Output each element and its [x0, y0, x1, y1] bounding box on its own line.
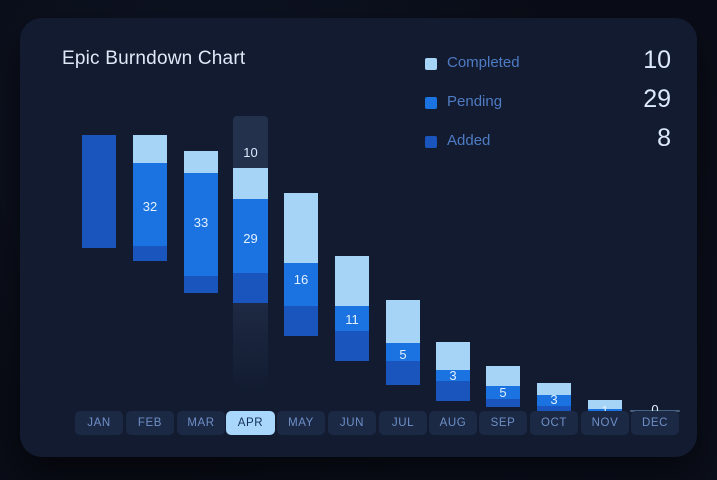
- bar-value-label: 33: [193, 215, 209, 230]
- bar-value-label: 29: [243, 231, 258, 246]
- month-pill-jul[interactable]: JUL: [379, 411, 427, 435]
- legend-item-value: 8: [657, 124, 671, 152]
- month-pill-sep[interactable]: SEP: [479, 411, 527, 435]
- bar-segment-added[interactable]: [284, 306, 318, 336]
- month-pill-feb[interactable]: FEB: [126, 411, 174, 435]
- square-swatch-icon: [425, 97, 437, 109]
- chart-plot-area: 323310291611535310: [42, 98, 680, 417]
- month-pill-mar[interactable]: MAR: [177, 411, 225, 435]
- bar-column-mar[interactable]: 33: [184, 98, 218, 383]
- bar-segment-completed[interactable]: [588, 400, 622, 409]
- bar-value-label: 5: [399, 347, 407, 362]
- bar-segment-added[interactable]: [436, 381, 470, 401]
- bar-top-label: 10: [243, 145, 258, 160]
- month-pill-may[interactable]: MAY: [277, 411, 325, 435]
- legend-item-value: 29: [643, 85, 671, 113]
- bar-segment-completed[interactable]: [537, 383, 571, 395]
- month-pill-oct[interactable]: OCT: [530, 411, 578, 435]
- page-title: Epic Burndown Chart: [62, 48, 246, 69]
- burndown-chart-card: Epic Burndown Chart Completed 10 Pending 29…: [20, 18, 697, 457]
- legend-item-value: 10: [643, 46, 671, 74]
- bar-column-jul[interactable]: 5: [386, 98, 420, 385]
- bar-segment-added[interactable]: [486, 399, 520, 407]
- bar-column-apr[interactable]: 10 29: [233, 98, 268, 391]
- bar-value-label: 16: [293, 272, 309, 287]
- month-pill-nov[interactable]: NOV: [581, 411, 629, 435]
- bar-value-label: 11: [345, 312, 359, 327]
- bar-segment-added[interactable]: [133, 246, 167, 261]
- bar-column-jun[interactable]: 11: [335, 98, 369, 383]
- chart-legend: Completed 10 Pending 29 Added 8: [425, 46, 675, 163]
- legend-item-label: Completed: [447, 54, 520, 71]
- legend-item-label: Added: [447, 132, 491, 149]
- bar-column-sep[interactable]: 5: [486, 98, 520, 407]
- bar-segment-pending[interactable]: [436, 370, 470, 381]
- month-selector[interactable]: JAN FEB MAR APR MAY JUN JUL AUG SEP OCT NOV DEC: [42, 411, 679, 435]
- month-pill-dec[interactable]: DEC: [631, 411, 679, 435]
- bar-segment-pending[interactable]: [133, 163, 167, 246]
- bar-column-jan[interactable]: [82, 98, 116, 383]
- bar-segment-added[interactable]: [233, 273, 268, 303]
- bar-column-dec[interactable]: 0: [630, 98, 680, 416]
- legend-item-completed[interactable]: Completed 10: [425, 46, 675, 85]
- square-swatch-icon: [425, 58, 437, 70]
- bar-segment-pending[interactable]: [335, 306, 369, 331]
- bar-value-label: 1: [588, 404, 622, 417]
- bar-segment-completed[interactable]: [335, 256, 369, 306]
- legend-item-pending[interactable]: Pending 29: [425, 85, 675, 124]
- bar-value-label: 3: [550, 392, 558, 407]
- bar-column-oct[interactable]: 3: [537, 98, 571, 411]
- month-pill-jun[interactable]: JUN: [328, 411, 376, 435]
- bar-segment-completed[interactable]: [133, 135, 167, 163]
- month-pill-apr[interactable]: APR: [226, 411, 275, 435]
- month-pill-jan[interactable]: JAN: [75, 411, 123, 435]
- bar-segment-added[interactable]: [335, 331, 369, 361]
- bar-segment-completed[interactable]: [486, 366, 520, 386]
- bar-column-feb[interactable]: 32: [133, 98, 167, 383]
- bar-segment-pending[interactable]: [386, 343, 420, 361]
- month-pill-aug[interactable]: AUG: [429, 411, 477, 435]
- bar-segment-pending[interactable]: [233, 199, 268, 273]
- bar-segment-completed[interactable]: [233, 168, 268, 199]
- bar-column-may[interactable]: 16: [284, 98, 318, 383]
- bar-column-aug[interactable]: 3: [436, 98, 470, 401]
- bar-value-label: 32: [142, 199, 158, 214]
- legend-item-label: Pending: [447, 93, 503, 110]
- bar-segment-completed[interactable]: [436, 342, 470, 370]
- bar-segment-completed[interactable]: [284, 193, 318, 263]
- bar-segment-pending[interactable]: [486, 386, 520, 399]
- bar-segment-pending[interactable]: [588, 409, 622, 412]
- bar-column-nov[interactable]: 1: [588, 98, 622, 417]
- square-swatch-icon: [425, 136, 437, 148]
- bar-segment-added[interactable]: [82, 135, 116, 248]
- bar-value-label: 5: [499, 385, 507, 400]
- bar-segment-pending[interactable]: [537, 395, 571, 406]
- bar-value-label: 3: [449, 368, 457, 383]
- bar-segment-added[interactable]: [537, 406, 571, 411]
- bar-segment-added[interactable]: [184, 276, 218, 293]
- bar-segment-pending[interactable]: [184, 173, 218, 276]
- bar-value-label: 0: [651, 402, 659, 417]
- bar-segment-completed[interactable]: [386, 300, 420, 343]
- legend-item-added[interactable]: Added 8: [425, 124, 675, 163]
- bar-segment-added[interactable]: [386, 361, 420, 385]
- bar-segment-completed[interactable]: [184, 151, 218, 173]
- bar-segment-pending[interactable]: [284, 263, 318, 306]
